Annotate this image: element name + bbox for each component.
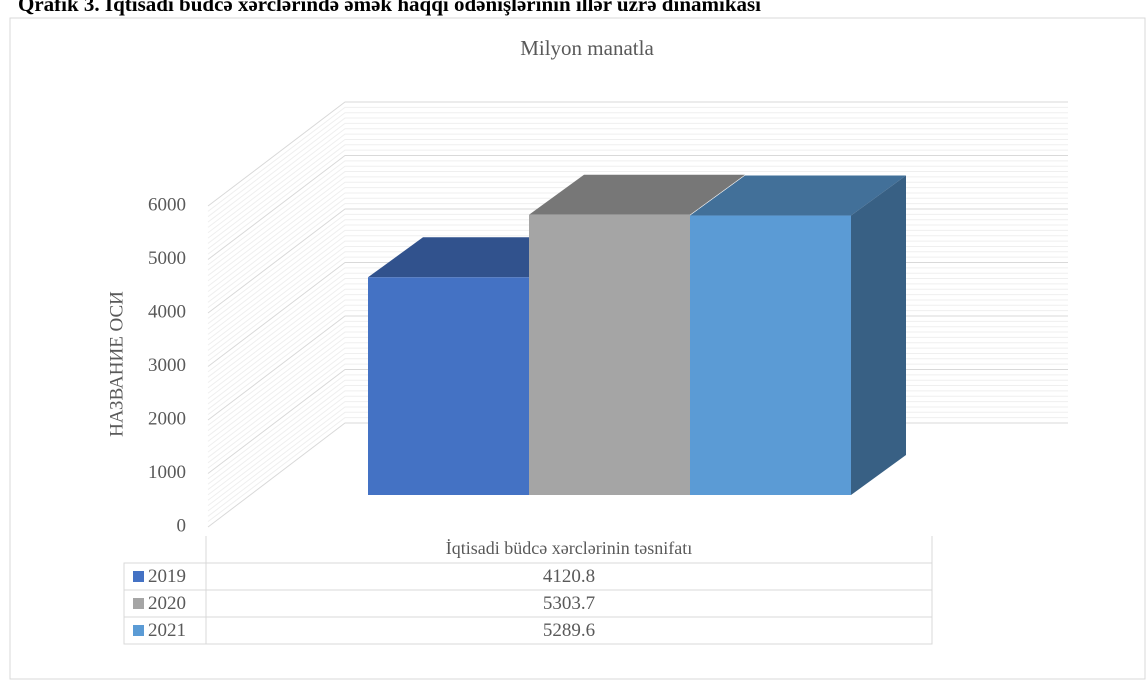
wall-line <box>207 122 1068 228</box>
legend-label: 2021 <box>148 620 186 641</box>
y-axis-label: НАЗВАНИЕ ОСИ <box>106 291 127 437</box>
chart-subtitle: Milyon manatla <box>520 36 654 60</box>
wall-line <box>207 133 1068 239</box>
legend-label: 2019 <box>148 566 186 587</box>
chart-title: Qrafik 3. İqtisadi büdcə xərclərində əmə… <box>18 0 761 16</box>
wall-line <box>207 144 1068 250</box>
wall-line <box>207 117 1068 223</box>
wall-line <box>207 106 1068 212</box>
table-row <box>123 616 933 645</box>
y-tick-label: 3000 <box>148 355 186 376</box>
wall-line <box>207 112 1068 218</box>
wall-line <box>207 160 1068 266</box>
legend-key <box>133 625 144 636</box>
bar-top <box>529 174 745 215</box>
y-tick-label: 2000 <box>148 408 186 429</box>
y-tick-label: 0 <box>177 515 187 536</box>
table-value: 5303.7 <box>543 593 595 614</box>
y-tick-label: 4000 <box>148 301 186 322</box>
grid-line <box>207 155 1068 260</box>
legend-label: 2020 <box>148 593 186 614</box>
wall-line <box>207 171 1068 276</box>
bar <box>529 214 690 496</box>
legend-key <box>133 598 144 609</box>
y-tick-label: 1000 <box>148 462 186 483</box>
table-category: İqtisadi büdcə xərclərinin təsnifatı <box>446 538 692 558</box>
table-value: 4120.8 <box>543 566 595 587</box>
grid-line <box>207 101 1068 207</box>
y-tick-label: 5000 <box>148 248 186 269</box>
bar <box>368 277 529 495</box>
bar <box>690 215 851 495</box>
bar-side <box>851 175 906 495</box>
y-tick-label: 6000 <box>148 194 186 215</box>
wall-line <box>207 149 1068 255</box>
table-value: 5289.6 <box>543 620 595 641</box>
wall-line <box>207 128 1068 234</box>
bar-top <box>690 175 906 216</box>
legend-key <box>133 571 144 582</box>
wall-line <box>207 138 1068 244</box>
wall-line <box>207 165 1068 271</box>
